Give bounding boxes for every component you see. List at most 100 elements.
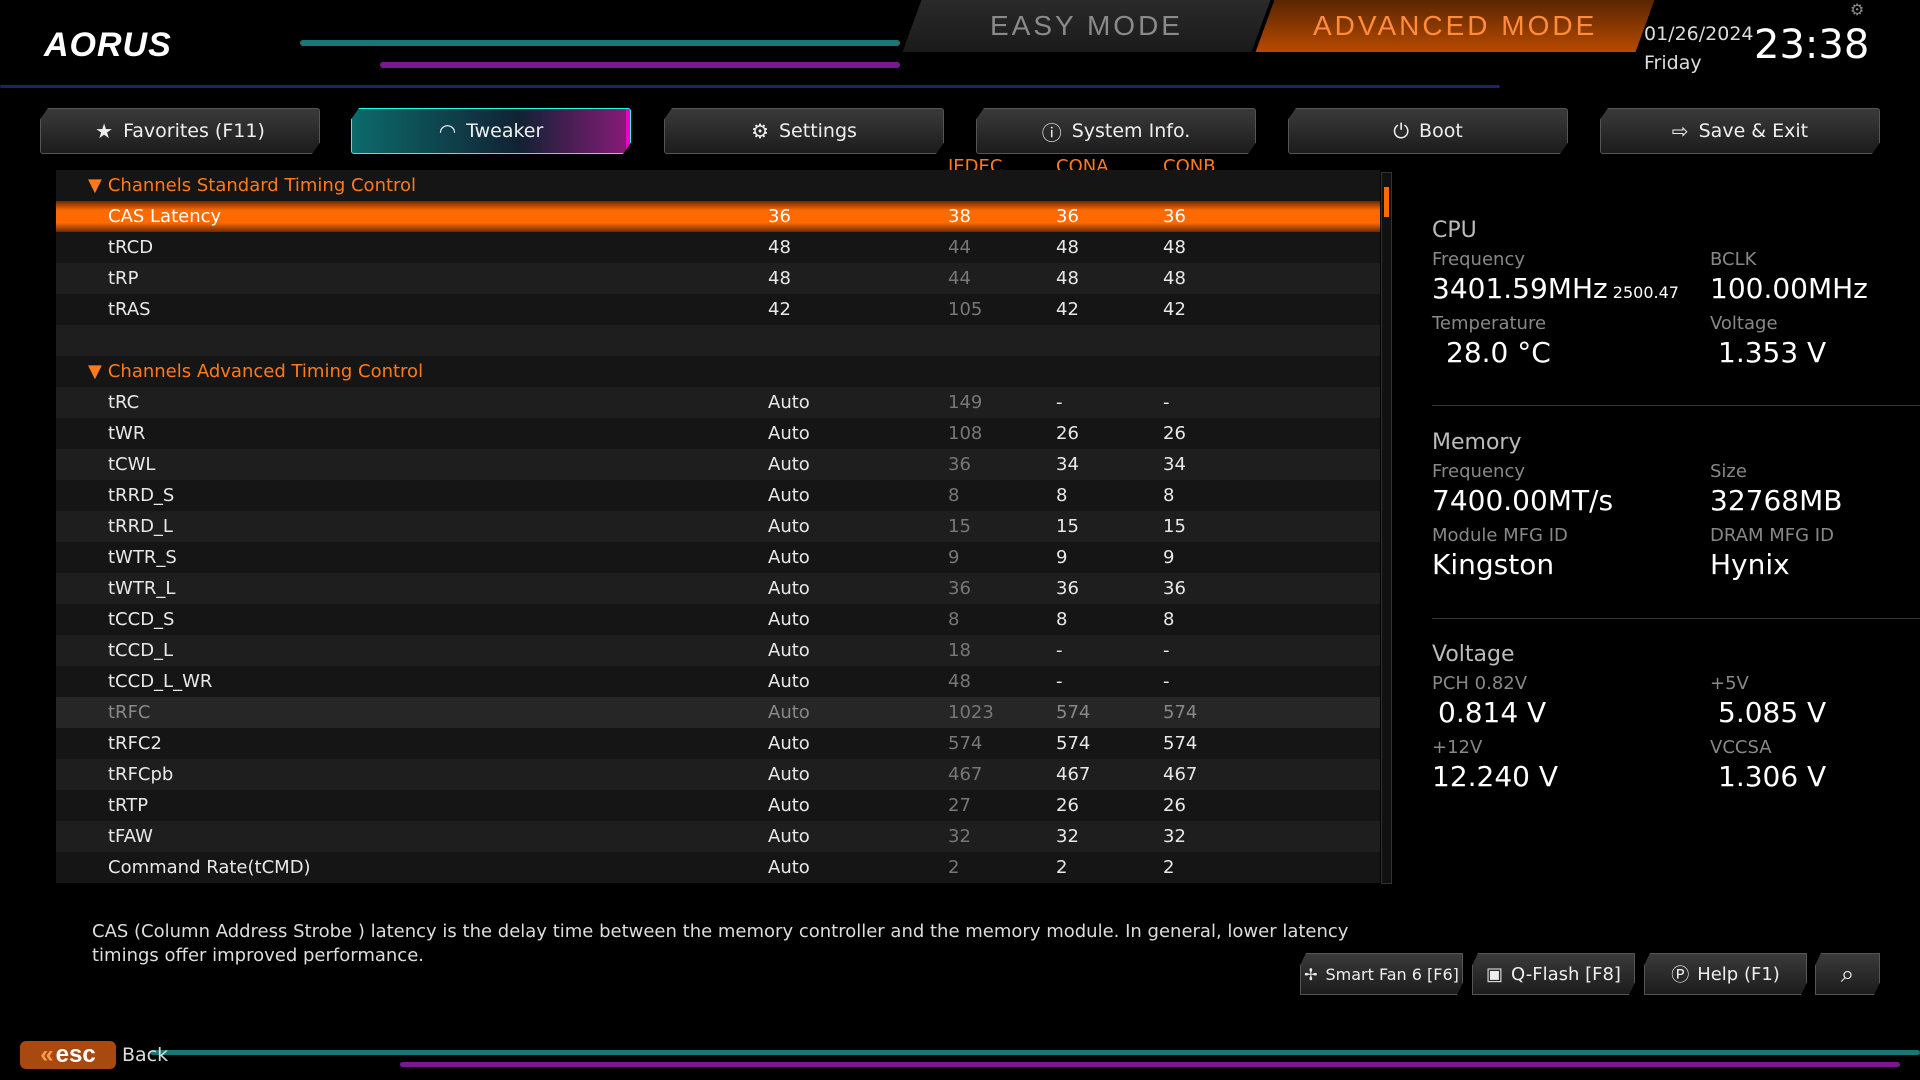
table-row[interactable]: tRAS 42 105 42 42 xyxy=(56,294,1380,325)
header-streak xyxy=(300,40,900,46)
gear-icon[interactable]: ⚙ xyxy=(1850,0,1865,19)
setting-value[interactable]: Auto xyxy=(768,423,810,444)
tab-settings[interactable]: ⚙ Settings xyxy=(664,108,944,154)
cona-value: 574 xyxy=(1056,733,1091,754)
cona-value: 467 xyxy=(1056,764,1091,785)
back-label[interactable]: Back xyxy=(122,1044,169,1066)
tab-label: Boot xyxy=(1419,120,1463,142)
jedec-value: 149 xyxy=(948,392,983,413)
table-row[interactable]: tRFCpb Auto 467 467 467 xyxy=(56,759,1380,790)
cona-value: 36 xyxy=(1056,206,1079,227)
cona-value: 8 xyxy=(1056,485,1068,506)
table-row[interactable]: tRP 48 44 48 48 xyxy=(56,263,1380,294)
tab-save-exit[interactable]: ⇨ Save & Exit xyxy=(1600,108,1880,154)
cona-value: 2 xyxy=(1056,857,1068,878)
divider xyxy=(1432,618,1920,619)
jedec-value: 2 xyxy=(948,857,960,878)
voltage-title: Voltage xyxy=(1432,642,1515,667)
tab-boot[interactable]: ⏻ Boot xyxy=(1288,108,1568,154)
jedec-value: 36 xyxy=(948,454,971,475)
table-row[interactable]: tRFC Auto 1023 574 574 xyxy=(56,697,1380,728)
setting-value[interactable]: Auto xyxy=(768,578,810,599)
smart-fan-button[interactable]: ✢ Smart Fan 6 [F6] xyxy=(1300,953,1463,995)
cona-value: 32 xyxy=(1056,826,1079,847)
memory-size: 32768MB xyxy=(1710,484,1843,517)
setting-value[interactable]: Auto xyxy=(768,547,810,568)
setting-value[interactable]: Auto xyxy=(768,671,810,692)
jedec-value: 108 xyxy=(948,423,983,444)
setting-name: tRCD xyxy=(108,237,154,258)
easy-mode-button[interactable]: EASY MODE xyxy=(902,0,1271,52)
conb-value: 26 xyxy=(1163,795,1186,816)
date: 01/26/2024 xyxy=(1644,23,1754,45)
setting-value[interactable]: Auto xyxy=(768,392,810,413)
setting-value[interactable]: 42 xyxy=(768,299,791,320)
esc-key-label: esc xyxy=(55,1041,96,1068)
module-mfg-label: Module MFG ID xyxy=(1432,525,1568,546)
setting-value[interactable]: Auto xyxy=(768,516,810,537)
table-row[interactable]: tFAW Auto 32 32 32 xyxy=(56,821,1380,852)
setting-value[interactable]: Auto xyxy=(768,764,810,785)
cona-value: 48 xyxy=(1056,237,1079,258)
setting-value[interactable]: Auto xyxy=(768,454,810,475)
search-icon: ⌕ xyxy=(1840,960,1855,988)
speedometer-icon: ◠ xyxy=(438,119,457,143)
setting-value[interactable]: Auto xyxy=(768,640,810,661)
table-row[interactable]: Command Rate(tCMD) Auto 2 2 2 xyxy=(56,852,1380,883)
table-row[interactable]: tRCD 48 44 48 48 xyxy=(56,232,1380,263)
v5-label: +5V xyxy=(1710,673,1749,694)
cona-value: 48 xyxy=(1056,268,1079,289)
conb-value: 15 xyxy=(1163,516,1186,537)
setting-value[interactable]: 48 xyxy=(768,237,791,258)
setting-value[interactable]: Auto xyxy=(768,857,810,878)
setting-value[interactable]: Auto xyxy=(768,795,810,816)
cona-value: 26 xyxy=(1056,795,1079,816)
setting-value[interactable]: Auto xyxy=(768,826,810,847)
section-header[interactable]: ▼ Channels Standard Timing Control xyxy=(56,170,1380,201)
table-row[interactable]: tWTR_S Auto 9 9 9 xyxy=(56,542,1380,573)
cona-value: 9 xyxy=(1056,547,1068,568)
tab-favorites[interactable]: ★ Favorites (F11) xyxy=(40,108,320,154)
setting-value[interactable]: Auto xyxy=(768,485,810,506)
jedec-value: 44 xyxy=(948,268,971,289)
table-row[interactable]: tWR Auto 108 26 26 xyxy=(56,418,1380,449)
table-row[interactable]: tCWL Auto 36 34 34 xyxy=(56,449,1380,480)
scrollbar[interactable] xyxy=(1381,172,1392,884)
time-display: 23:38 xyxy=(1754,22,1870,68)
help-button[interactable]: Ⓟ Help (F1) xyxy=(1644,953,1807,995)
table-row[interactable]: tWTR_L Auto 36 36 36 xyxy=(56,573,1380,604)
setting-value[interactable]: Auto xyxy=(768,733,810,754)
table-row[interactable]: tCCD_S Auto 8 8 8 xyxy=(56,604,1380,635)
table-row[interactable]: CAS Latency 36 38 36 36 xyxy=(56,201,1380,232)
table-row[interactable]: tRFC2 Auto 574 574 574 xyxy=(56,728,1380,759)
cona-value: 574 xyxy=(1056,702,1091,723)
setting-value[interactable]: 36 xyxy=(768,206,791,227)
section-header[interactable]: ▼ Channels Advanced Timing Control xyxy=(56,356,1380,387)
setting-value[interactable]: Auto xyxy=(768,702,810,723)
table-row[interactable]: tRTP Auto 27 26 26 xyxy=(56,790,1380,821)
conb-value: - xyxy=(1163,640,1170,661)
jedec-value: 38 xyxy=(948,206,971,227)
table-row[interactable]: tCCD_L Auto 18 - - xyxy=(56,635,1380,666)
cona-value: 34 xyxy=(1056,454,1079,475)
setting-value[interactable]: Auto xyxy=(768,609,810,630)
advanced-mode-button[interactable]: ADVANCED MODE xyxy=(1255,0,1655,52)
table-row[interactable]: tRC Auto 149 - - xyxy=(56,387,1380,418)
table-row[interactable]: tRRD_S Auto 8 8 8 xyxy=(56,480,1380,511)
tab-tweaker[interactable]: ◠ Tweaker xyxy=(351,108,631,154)
search-button[interactable]: ⌕ xyxy=(1815,953,1880,995)
tab-system-info[interactable]: ⓘ System Info. xyxy=(976,108,1256,154)
memory-info: Memory Frequency Size 7400.00MT/s 32768M… xyxy=(1432,430,1882,581)
scrollbar-thumb[interactable] xyxy=(1384,187,1389,217)
tab-label: System Info. xyxy=(1071,120,1191,142)
conb-value: 36 xyxy=(1163,206,1186,227)
conb-value: - xyxy=(1163,671,1170,692)
chip-icon: ▣ xyxy=(1486,963,1504,985)
esc-button[interactable]: «esc xyxy=(20,1041,116,1069)
setting-value[interactable]: 48 xyxy=(768,268,791,289)
qflash-button[interactable]: ▣ Q-Flash [F8] xyxy=(1472,953,1635,995)
table-row[interactable]: tRRD_L Auto 15 15 15 xyxy=(56,511,1380,542)
conb-value: - xyxy=(1163,392,1170,413)
table-row[interactable]: tCCD_L_WR Auto 48 - - xyxy=(56,666,1380,697)
day: Friday xyxy=(1644,52,1702,74)
